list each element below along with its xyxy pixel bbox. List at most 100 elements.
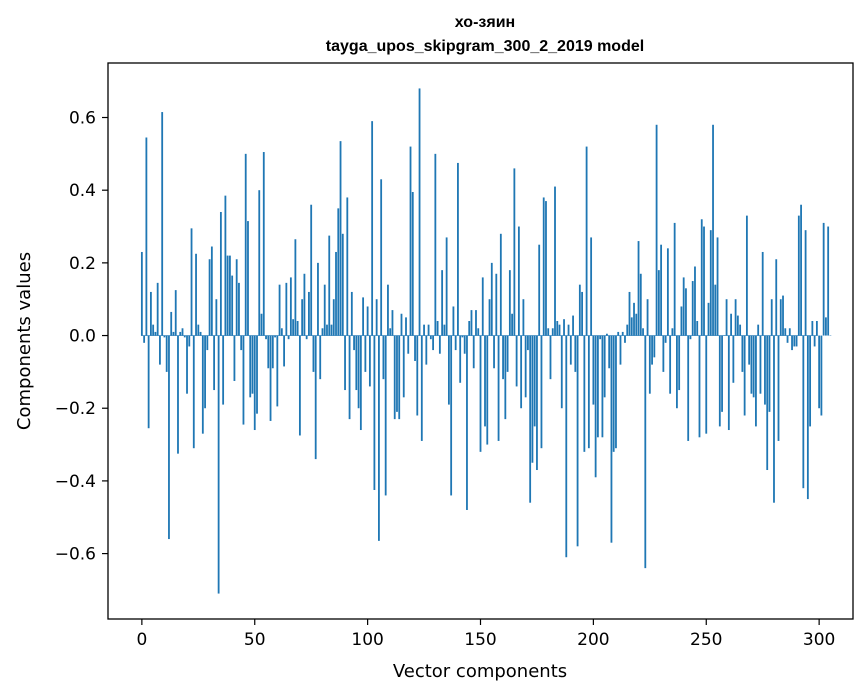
bar-component-138 bbox=[452, 306, 455, 336]
bar-component-173 bbox=[531, 335, 534, 463]
bar-component-122 bbox=[416, 335, 419, 416]
bar-component-274 bbox=[759, 335, 762, 394]
bar-component-234 bbox=[669, 335, 672, 394]
bar-component-199 bbox=[590, 237, 593, 336]
bar-component-207 bbox=[608, 335, 611, 369]
bar-component-141 bbox=[459, 335, 462, 383]
bar-component-284 bbox=[782, 295, 784, 336]
bar-component-142 bbox=[461, 335, 464, 338]
bar-component-31 bbox=[210, 246, 213, 336]
bar-component-43 bbox=[238, 282, 240, 336]
bar-component-15 bbox=[174, 290, 177, 336]
bar-component-5 bbox=[152, 324, 155, 336]
bar-component-41 bbox=[233, 335, 236, 381]
bar-component-85 bbox=[332, 299, 335, 336]
bar-component-71 bbox=[301, 299, 304, 336]
bar-component-190 bbox=[569, 335, 572, 365]
bar-component-112 bbox=[393, 335, 396, 420]
bar-component-263 bbox=[734, 299, 737, 336]
bar-component-295 bbox=[806, 335, 809, 500]
bar-component-286 bbox=[786, 335, 789, 343]
bar-component-80 bbox=[321, 328, 324, 336]
bar-component-160 bbox=[502, 335, 504, 380]
bar-component-134 bbox=[443, 324, 446, 336]
bar-component-206 bbox=[606, 333, 608, 336]
bar-component-168 bbox=[520, 335, 523, 409]
bar-component-233 bbox=[666, 248, 669, 336]
bar-component-27 bbox=[201, 335, 204, 434]
bar-component-48 bbox=[249, 335, 252, 398]
x-tick-label: 250 bbox=[690, 630, 722, 650]
bar-component-216 bbox=[628, 291, 631, 336]
y-axis-label: Components values bbox=[14, 252, 35, 430]
bar-component-215 bbox=[626, 324, 629, 336]
bar-component-182 bbox=[551, 328, 554, 336]
bar-component-219 bbox=[635, 313, 638, 336]
bar-component-67 bbox=[292, 319, 295, 336]
bar-component-203 bbox=[599, 335, 602, 340]
bar-component-124 bbox=[420, 335, 423, 441]
bar-component-184 bbox=[556, 321, 559, 336]
bar-component-29 bbox=[206, 335, 209, 351]
bar-component-177 bbox=[540, 335, 543, 449]
bar-component-212 bbox=[619, 335, 622, 365]
bar-component-247 bbox=[698, 335, 701, 438]
bar-component-166 bbox=[515, 335, 518, 387]
x-tick-label: 100 bbox=[351, 630, 383, 650]
bar-component-93 bbox=[350, 291, 353, 336]
bar-component-46 bbox=[244, 153, 247, 336]
bar-component-30 bbox=[208, 259, 211, 336]
bar-component-194 bbox=[578, 284, 581, 336]
bar-component-162 bbox=[506, 335, 509, 372]
bar-component-18 bbox=[181, 328, 184, 336]
bar-component-191 bbox=[572, 315, 574, 336]
bar-component-269 bbox=[748, 335, 751, 365]
bar-component-128 bbox=[429, 335, 432, 340]
bar-component-227 bbox=[653, 335, 656, 358]
bar-component-231 bbox=[662, 335, 665, 372]
bar-component-131 bbox=[436, 321, 439, 336]
bar-component-187 bbox=[563, 319, 565, 336]
bar-component-54 bbox=[262, 152, 265, 336]
x-tick-label: 0 bbox=[136, 630, 147, 650]
bar-component-74 bbox=[308, 291, 310, 336]
bar-component-245 bbox=[694, 266, 696, 336]
bar-component-39 bbox=[229, 255, 231, 336]
bar-component-103 bbox=[373, 335, 376, 490]
bar-component-220 bbox=[637, 241, 640, 336]
bar-component-264 bbox=[736, 315, 739, 336]
bar-component-285 bbox=[784, 328, 787, 336]
bar-component-88 bbox=[339, 141, 342, 336]
bar-component-292 bbox=[800, 204, 802, 336]
bar-component-73 bbox=[305, 335, 308, 340]
bar-component-33 bbox=[215, 299, 218, 336]
bar-component-20 bbox=[186, 335, 188, 394]
bar-component-119 bbox=[409, 146, 412, 336]
bar-component-40 bbox=[231, 275, 234, 336]
y-tick-label: 0.4 bbox=[69, 181, 96, 201]
bar-component-170 bbox=[524, 335, 527, 398]
bar-component-202 bbox=[596, 335, 599, 438]
y-tick-label: 0.6 bbox=[69, 109, 96, 129]
bar-component-139 bbox=[454, 335, 457, 351]
bar-component-87 bbox=[337, 208, 340, 336]
bar-component-185 bbox=[558, 324, 561, 336]
bar-component-98 bbox=[362, 297, 365, 336]
bar-component-146 bbox=[470, 310, 473, 336]
bar-component-226 bbox=[651, 335, 653, 365]
bar-component-116 bbox=[402, 335, 405, 398]
bar-component-179 bbox=[545, 201, 547, 336]
bar-component-25 bbox=[197, 324, 200, 336]
bar-component-224 bbox=[646, 299, 649, 336]
bar-component-197 bbox=[585, 146, 588, 336]
bar-component-137 bbox=[450, 335, 453, 496]
bar-component-17 bbox=[179, 331, 182, 336]
bar-component-2 bbox=[145, 137, 148, 336]
bar-component-198 bbox=[587, 335, 590, 449]
bar-component-53 bbox=[260, 313, 263, 336]
bar-component-281 bbox=[775, 259, 778, 336]
bar-component-255 bbox=[716, 237, 719, 336]
bar-component-287 bbox=[788, 328, 791, 336]
bar-component-125 bbox=[423, 324, 425, 336]
bar-component-157 bbox=[495, 273, 498, 336]
